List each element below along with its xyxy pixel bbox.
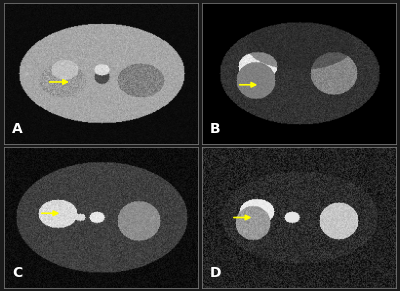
Text: B: B [210, 122, 220, 136]
Text: C: C [12, 266, 22, 280]
Text: A: A [12, 122, 22, 136]
Text: D: D [210, 266, 221, 280]
